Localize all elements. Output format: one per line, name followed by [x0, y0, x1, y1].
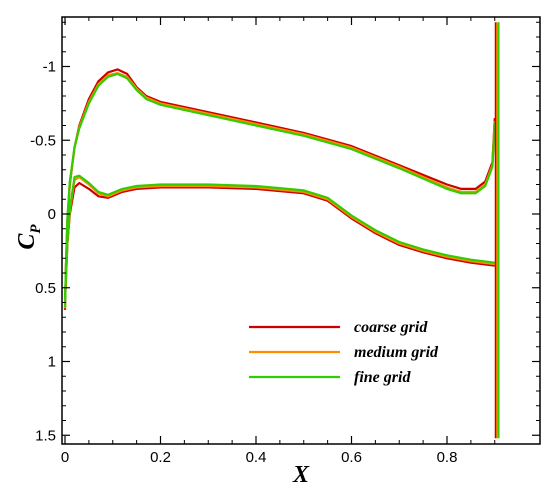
x-tick-label: 0.2 [150, 449, 171, 466]
y-tick-label: 0.5 [35, 280, 56, 297]
series-2-lower-line [63, 174, 495, 299]
y-tick-label: -1 [43, 59, 56, 76]
x-tick-label: 0.6 [341, 449, 362, 466]
y-tick-label: 0 [48, 206, 56, 223]
y-axis-title-main: C [14, 233, 40, 250]
y-tick-label: -0.5 [30, 132, 56, 149]
series-layer [63, 22, 500, 439]
y-axis-title-subscript: P [28, 224, 44, 234]
legend: coarse grid medium grid fine grid [249, 319, 439, 386]
x-tick-label: 0.4 [246, 449, 267, 466]
series-1-lower-line [63, 176, 495, 300]
y-axis-title: CP [14, 224, 44, 250]
legend-label: fine grid [354, 369, 411, 386]
legend-label: coarse grid [354, 319, 428, 336]
y-tick-label: 1.5 [35, 427, 56, 444]
x-tick-label: 0 [61, 449, 69, 466]
y-tick-label: 1 [48, 354, 56, 371]
plot-frame [61, 16, 541, 445]
x-axis-title: X [292, 462, 310, 488]
axis-ticks: 0 0.2 0.4 0.6 0.8 -1 -0.5 0 0.5 1 1.5 [30, 17, 540, 466]
series-0-lower-line [63, 181, 495, 303]
x-tick-label: 0.8 [437, 449, 458, 466]
legend-label: medium grid [354, 344, 439, 361]
series-2-upper-line [63, 72, 496, 307]
